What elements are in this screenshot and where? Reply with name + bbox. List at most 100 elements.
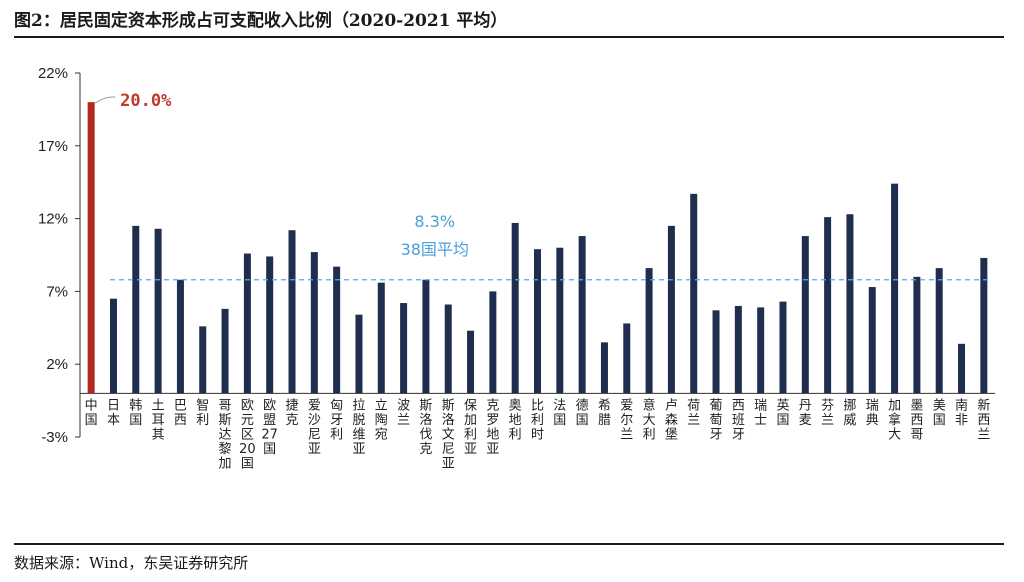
x-tick-label: 波兰 [397, 398, 410, 428]
x-tick-label: 巴西 [174, 398, 187, 428]
bar [868, 287, 876, 394]
x-tick-label: 爱沙尼亚 [308, 398, 321, 457]
bar [377, 282, 385, 394]
bar [154, 228, 162, 394]
x-tick-label: 瑞士 [754, 398, 767, 428]
bar [132, 225, 140, 394]
x-tick-label: 丹麦 [799, 398, 812, 428]
y-tick-label: 12% [38, 211, 68, 228]
y-tick-label: 7% [46, 283, 68, 300]
y-tick-label: 22% [38, 65, 68, 82]
bar-series [87, 102, 988, 394]
bar [779, 301, 787, 394]
x-tick-label: 保加利亚 [464, 398, 477, 457]
average-value-annotation: 8.3% [414, 212, 455, 231]
bar [667, 225, 675, 394]
x-tick-label: 挪威 [843, 398, 856, 428]
x-tick-label: 希腊 [598, 398, 611, 428]
x-tick-label: 欧盟 27 国 [261, 398, 278, 457]
x-tick-label: 捷克 [286, 398, 299, 428]
x-tick-label: 加拿大 [888, 398, 901, 442]
x-tick-label: 斯洛伐克 [419, 398, 432, 457]
bar [511, 222, 519, 394]
bar [935, 268, 943, 394]
bar [623, 323, 631, 394]
x-tick-label: 拉脱维亚 [352, 398, 365, 457]
x-tick-label: 欧元区 20 国 [239, 398, 256, 471]
bar [109, 298, 117, 394]
x-tick-label: 荷兰 [687, 398, 700, 428]
x-tick-label: 立陶宛 [375, 398, 388, 442]
bar [266, 256, 274, 394]
x-tick-label: 韩国 [129, 398, 142, 428]
china-annotation-leader [94, 96, 116, 104]
bar [891, 183, 899, 394]
x-tick-label: 美国 [933, 398, 946, 428]
x-tick-label: 比利时 [531, 398, 544, 442]
bar [176, 279, 184, 394]
x-tick-label: 哥斯达黎加 [219, 398, 232, 471]
bar [734, 305, 742, 394]
bar [422, 279, 430, 394]
bar [645, 268, 653, 394]
bar [556, 247, 564, 394]
bar [243, 253, 251, 394]
x-tick-label: 西班牙 [732, 398, 745, 442]
x-tick-label: 土耳其 [152, 398, 165, 442]
bar [355, 314, 363, 394]
x-tick-label: 卢森堡 [665, 397, 678, 442]
x-tick-label: 智利 [196, 398, 209, 428]
bar [288, 230, 296, 394]
x-tick-label: 芬兰 [821, 398, 834, 428]
x-tick-label: 奥地利 [509, 398, 522, 442]
x-tick-label: 葡萄牙 [710, 398, 723, 442]
x-tick-label: 英国 [776, 398, 789, 428]
x-tick-label: 克罗地亚 [486, 398, 499, 457]
y-axis: -3% 2% 7% 12% 17% 22% [38, 65, 81, 446]
bar [489, 291, 497, 394]
bar [333, 266, 341, 394]
bar [467, 330, 475, 394]
x-tick-label: 爱尔兰 [620, 398, 633, 442]
bar [444, 304, 452, 394]
x-tick-label: 匈牙利 [330, 398, 343, 442]
bar [600, 342, 608, 394]
bar [578, 236, 586, 394]
x-tick-label: 德国 [576, 398, 589, 428]
bar [221, 308, 229, 394]
annotations: 20.0% 8.3% 38国平均 [94, 91, 469, 259]
bar [712, 310, 720, 394]
x-tick-label: 瑞典 [866, 398, 879, 428]
x-tick-label: 南非 [955, 397, 968, 428]
china-value-annotation: 20.0% [120, 91, 172, 111]
title-divider [14, 36, 1004, 38]
average-label-annotation: 38国平均 [401, 240, 469, 259]
bar [757, 307, 765, 394]
y-tick-label: 2% [46, 356, 68, 373]
footer-divider [14, 543, 1004, 545]
bar [980, 257, 988, 394]
bar [913, 276, 921, 394]
bar [801, 236, 809, 394]
x-tick-label: 斯洛文尼亚 [442, 398, 455, 471]
bar [400, 303, 408, 394]
bar [846, 214, 854, 394]
x-tick-label: 墨西哥 [910, 398, 923, 442]
bar [310, 252, 318, 394]
x-tick-label: 新西兰 [977, 397, 990, 442]
x-tick-label: 意大利 [643, 397, 656, 442]
x-tick-label: 中国 [85, 398, 98, 428]
bar [87, 102, 95, 394]
bar [958, 343, 966, 394]
x-tick-label: 日本 [107, 398, 120, 428]
bar [824, 217, 832, 394]
bar [690, 193, 698, 394]
y-tick-label: -3% [41, 429, 68, 446]
chart-title: 图2：居民固定资本形成占可支配收入比例（2020-2021 平均） [14, 11, 508, 31]
bar [534, 249, 541, 394]
x-tick-label: 法国 [553, 398, 566, 428]
data-source: 数据来源：Wind，东吴证券研究所 [14, 554, 249, 572]
y-tick-label: 17% [38, 138, 68, 155]
